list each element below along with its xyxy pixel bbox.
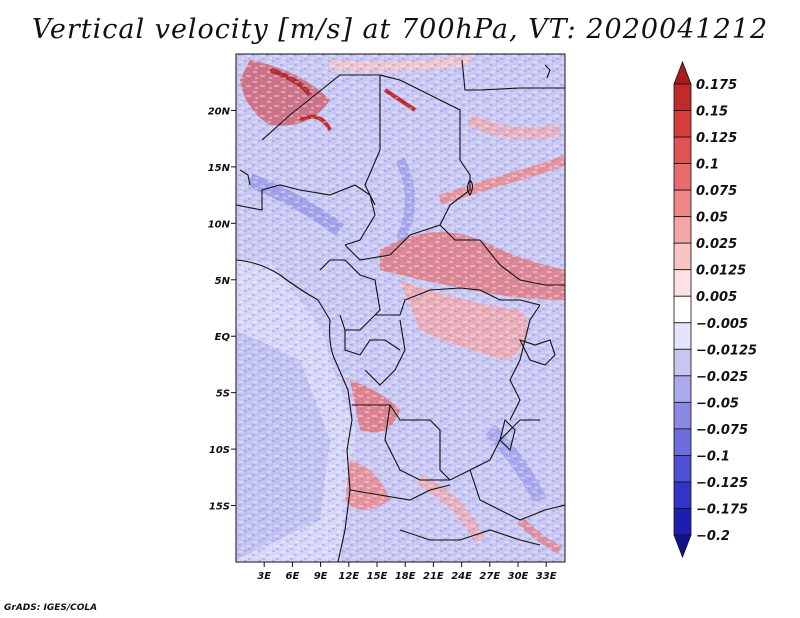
colorbar-label: −0.0125 [696, 343, 757, 358]
colorbar-label: −0.2 [696, 529, 730, 544]
colorbar-bin [673, 295, 692, 324]
colorbar-bin [673, 508, 692, 536]
colorbar-bin [673, 189, 692, 218]
colorbar-label: −0.005 [696, 317, 748, 332]
y-tick-label: 5S [216, 389, 230, 400]
y-tick-label: 5N [215, 276, 231, 287]
colorbar-label: −0.025 [696, 370, 748, 385]
x-tick-label: 6E [286, 571, 300, 582]
colorbar-label: 0.15 [696, 105, 728, 120]
x-tick-label: 27E [479, 571, 500, 582]
colorbar-label: −0.125 [696, 476, 748, 491]
y-tick-label: 10N [208, 219, 231, 230]
colorbar-bin [673, 428, 692, 456]
colorbar-label: 0.005 [696, 290, 737, 305]
colorbar-bin [673, 269, 692, 297]
colorbar-label: 0.125 [696, 131, 737, 146]
x-tick-label: 21E [423, 571, 444, 582]
y-tick-label: EQ [215, 332, 231, 343]
x-axis: 3E 6E 9E 12E 15E 18E 21E 24E 27E 30E 33E [257, 562, 557, 582]
colorbar-bin [673, 348, 692, 377]
x-tick-label: 3E [257, 571, 271, 582]
velocity-field [236, 54, 565, 562]
colorbar-label: 0.175 [696, 78, 737, 93]
grads-credit: GrADS: IGES/COLA [4, 603, 98, 613]
colorbar-bin [673, 242, 692, 271]
y-axis: 20N 15N 10N 5N EQ 5S 10S 15S [208, 106, 236, 513]
colorbar-label: 0.1 [696, 158, 719, 173]
colorbar-label: −0.05 [696, 396, 739, 411]
x-tick-label: 15E [367, 571, 388, 582]
colorbar-bin [673, 455, 692, 483]
y-tick-label: 15N [208, 163, 231, 174]
colorbar-label: −0.175 [696, 502, 748, 517]
x-tick-label: 18E [395, 571, 416, 582]
x-tick-label: 30E [508, 571, 529, 582]
colorbar-bin [673, 375, 692, 403]
colorbar-label: −0.075 [696, 423, 748, 438]
colorbar-label: 0.0125 [696, 264, 746, 279]
y-tick-label: 15S [209, 502, 230, 513]
x-tick-label: 12E [338, 571, 359, 582]
colorbar-bin [673, 322, 692, 350]
colorbar-min-triangle [673, 534, 692, 559]
colorbar-bin [673, 136, 692, 164]
colorbar-label: 0.025 [696, 237, 737, 252]
colorbar-label: 0.05 [696, 211, 728, 226]
y-tick-label: 10S [209, 445, 230, 456]
colorbar-label: 0.075 [696, 184, 737, 199]
colorbar-bin [673, 481, 692, 509]
x-tick-label: 9E [314, 571, 328, 582]
colorbar-bin [673, 110, 692, 138]
colorbar: 0.175 0.15 0.125 0.1 0.075 0.05 0.025 0.0125 0.0… [673, 60, 757, 559]
map-title: Vertical velocity [m/s] at 700hPa, VT: 2… [31, 14, 769, 45]
map-frame [235, 53, 566, 563]
colorbar-bin [673, 83, 692, 111]
y-tick-label: 20N [208, 106, 231, 117]
x-tick-label: 24E [451, 571, 472, 582]
colorbar-bin [673, 216, 692, 244]
x-tick-label: 33E [536, 571, 557, 582]
colorbar-label: −0.1 [696, 449, 730, 464]
colorbar-max-triangle [673, 60, 692, 85]
colorbar-bin [673, 163, 692, 191]
colorbar-bin [673, 401, 692, 430]
